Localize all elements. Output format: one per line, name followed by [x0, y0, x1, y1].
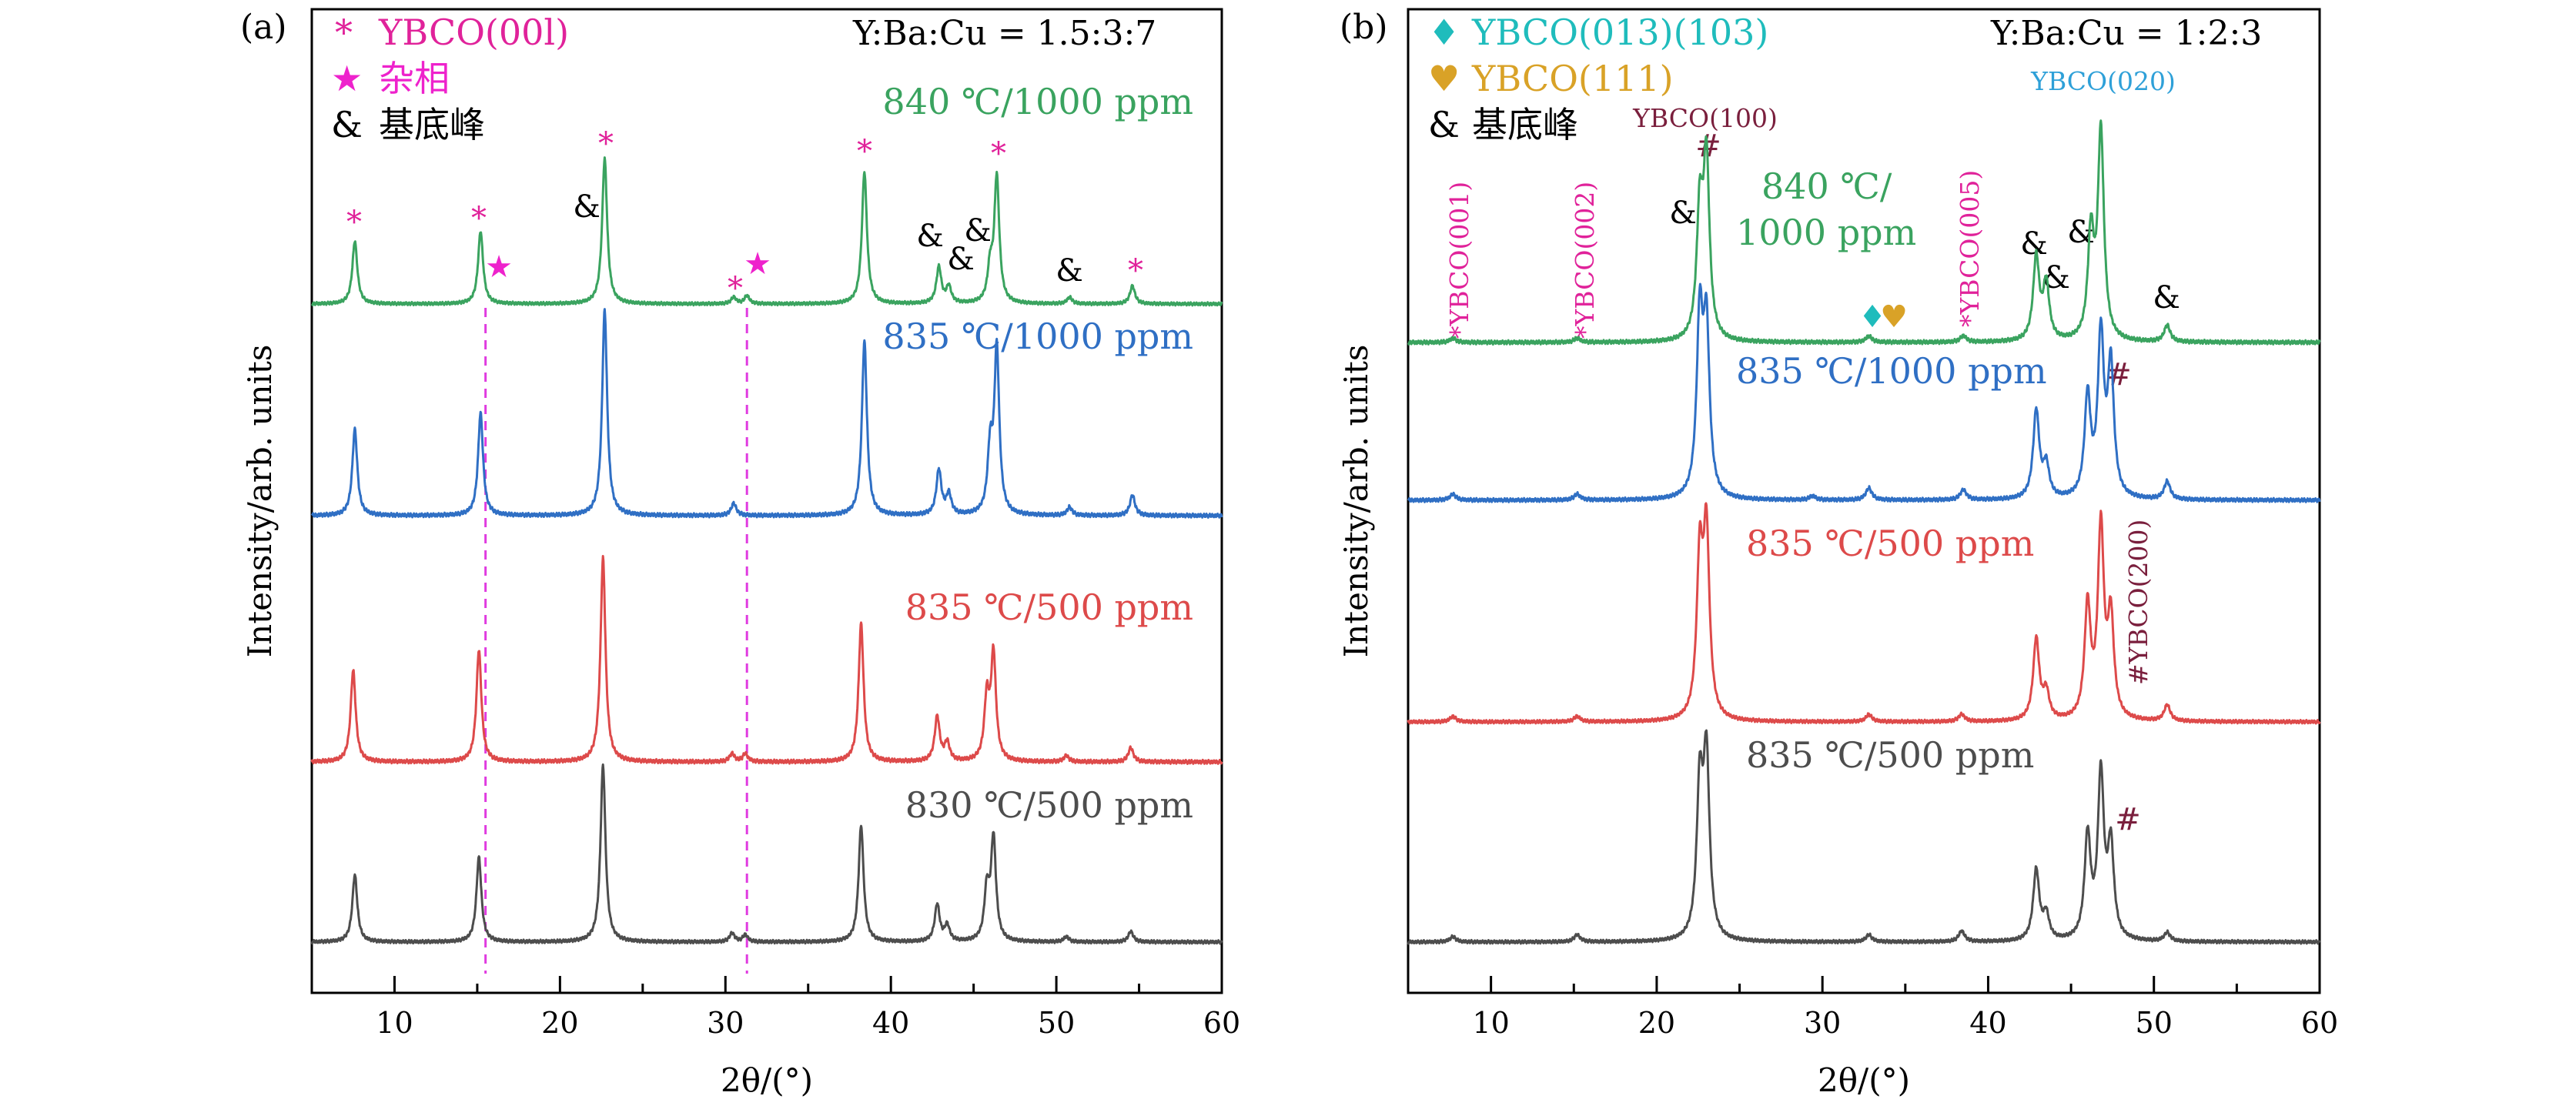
panel-a-label: (a): [240, 8, 287, 47]
peak-marker-00l: *: [991, 136, 1006, 172]
substrate-peak-marker: &: [964, 213, 992, 249]
peak-label-ybco100: YBCO(100): [1632, 103, 1778, 133]
substrate-peak-marker: &: [1055, 253, 1083, 289]
panel-a-ylabel: Intensity/arb. units: [241, 345, 279, 658]
x-tick-label: 40: [872, 1006, 909, 1040]
xrd-trace-2: [1407, 282, 2321, 503]
x-tick-label: 40: [1969, 1006, 2006, 1040]
x-tick-label: 50: [1038, 1006, 1075, 1040]
x-tick-label: 50: [2136, 1006, 2173, 1040]
xrd-trace-2: [310, 308, 1223, 519]
substrate-peak-marker: &: [573, 189, 601, 225]
legend-a-symbol-1: *: [335, 12, 353, 53]
x-tick-label: 20: [1638, 1006, 1675, 1040]
peak-label-ybco005: *YBCO(005): [1955, 170, 1985, 327]
xrd-trace-1: [1407, 119, 2321, 346]
peak-marker-00l: *: [471, 201, 487, 236]
legend-a-label-2: 杂相: [379, 58, 450, 99]
peak-label-ybco020: YBCO(020): [2030, 66, 2176, 96]
series-b-label-2: 835 ℃/1000 ppm: [1736, 350, 2047, 392]
series-b-label-1-line-1: 840 ℃/: [1761, 165, 1892, 207]
heart-marker: ♥: [1880, 299, 1908, 335]
peak-marker-00l: *: [598, 126, 614, 162]
series-a-label-1: 840 ℃/1000 ppm: [882, 81, 1193, 122]
substrate-peak-marker: &: [947, 242, 975, 277]
panel-b-ylabel: Intensity/arb. units: [1337, 345, 1375, 658]
xrd-trace-3: [310, 555, 1223, 765]
panel-b-ratio: Y:Ba:Cu = 1:2:3: [1990, 14, 2262, 53]
legend-b-symbol-3: &: [1428, 104, 1460, 145]
series-b-label-1-line-2: 1000 ppm: [1736, 212, 1916, 253]
panel-b-traces: [1407, 119, 2321, 945]
xrd-trace-1: [311, 156, 1223, 307]
peak-label-ybco002: *YBCO(002): [1570, 182, 1600, 339]
panel-b: (b) Y:Ba:Cu = 1:2:3 Intensity/arb. units…: [1337, 8, 2338, 1099]
hash-marker: #: [2115, 802, 2141, 837]
x-tick-label: 30: [1804, 1006, 1841, 1040]
peak-marker-00l: *: [857, 134, 872, 169]
series-b-label-4: 835 ℃/500 ppm: [1746, 734, 2034, 776]
peak-label-ybco001: *YBCO(001): [1444, 182, 1474, 339]
impurity-star-marker: ★: [485, 249, 513, 285]
panel-a-xlabel: 2θ/(°): [721, 1061, 813, 1099]
series-b-label-3: 835 ℃/500 ppm: [1746, 523, 2034, 564]
x-tick-label: 30: [707, 1006, 744, 1040]
series-a-label-4: 830 ℃/500 ppm: [905, 784, 1193, 826]
panel-a-ratio: Y:Ba:Cu = 1.5:3:7: [852, 14, 1156, 53]
x-tick-label: 60: [1203, 1006, 1240, 1040]
panel-b-xlabel: 2θ/(°): [1818, 1061, 1910, 1099]
peak-marker-00l: *: [1128, 253, 1143, 289]
x-tick-label: 20: [541, 1006, 578, 1040]
substrate-peak-marker: &: [2020, 226, 2048, 262]
substrate-peak-marker: &: [916, 219, 944, 254]
panel-b-x-axis: 10 20 30 40 50 60: [1407, 976, 2338, 1040]
impurity-star-marker: ★: [744, 246, 771, 282]
legend-b-symbol-1: ♦: [1428, 12, 1460, 53]
series-b-label-1: 840 ℃/ 1000 ppm: [1736, 165, 1916, 253]
panel-a: (a) Y:Ba:Cu = 1.5:3:7 Intensity/arb. uni…: [240, 8, 1240, 1099]
panel-a-plot-frame: [310, 8, 1223, 994]
xrd-trace-3: [1407, 502, 2321, 725]
panel-a-x-axis: 10 20 30 40 50 60: [310, 976, 1240, 1040]
xrd-trace-4: [310, 763, 1223, 945]
legend-b-label-3: 基底峰: [1472, 104, 1578, 145]
legend-a-symbol-2: ★: [331, 58, 363, 99]
legend-a-label-3: 基底峰: [379, 104, 485, 145]
x-tick-label: 10: [376, 1006, 413, 1040]
series-a-label-3: 835 ℃/500 ppm: [905, 586, 1193, 628]
legend-b-label-2: YBCO(111): [1471, 58, 1674, 99]
peak-marker-00l: *: [346, 205, 362, 240]
x-tick-label: 10: [1472, 1006, 1509, 1040]
legend-b-label-1: YBCO(013)(103): [1471, 12, 1768, 53]
panel-b-label: (b): [1340, 8, 1388, 47]
panel-a-traces: [310, 156, 1223, 974]
substrate-peak-marker: &: [2153, 280, 2180, 316]
substrate-peak-marker: &: [1669, 195, 1697, 231]
peak-label-ybco200: #YBCO(200): [2123, 520, 2153, 685]
xrd-trace-4: [1407, 729, 2321, 945]
legend-a-label-1: YBCO(00l): [378, 12, 569, 53]
legend-b-symbol-2: ♥: [1428, 58, 1460, 99]
diamond-marker: ♦: [1858, 299, 1886, 335]
x-tick-label: 60: [2301, 1006, 2338, 1040]
series-a-label-2: 835 ℃/1000 ppm: [882, 316, 1193, 357]
legend-a-symbol-3: &: [331, 104, 363, 145]
